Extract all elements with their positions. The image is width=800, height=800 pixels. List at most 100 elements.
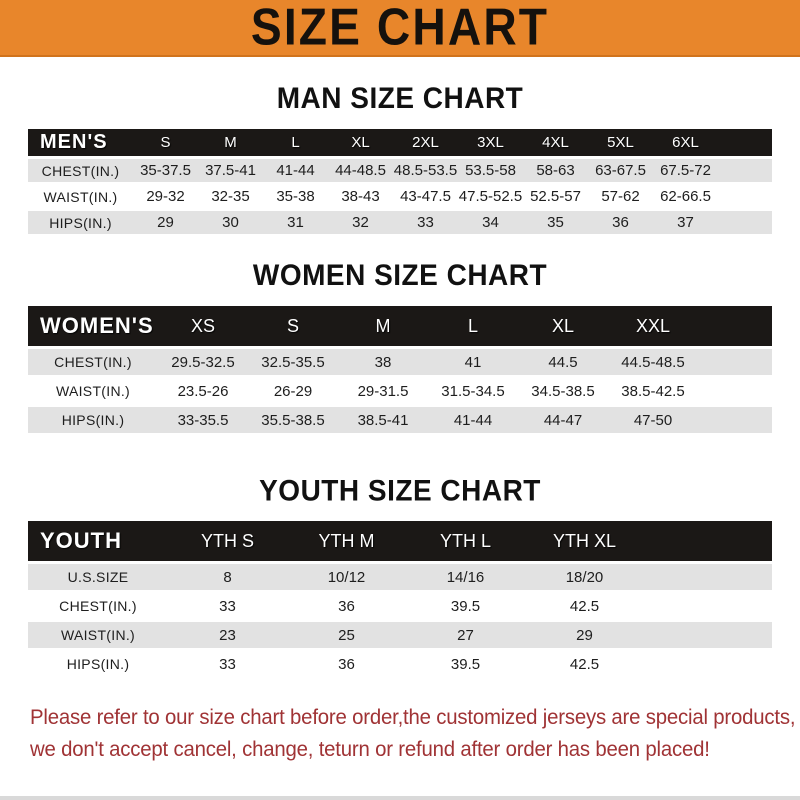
womens-size-table: WOMEN'S XS S M L XL XXL CHEST(IN.) 29.5-32.5 32.5… [28,303,772,436]
measurement-cell: 38.5-42.5 [608,378,698,404]
measurement-cell: 32-35 [198,185,263,208]
table-row: CHEST(IN.) 33 36 39.5 42.5 [28,593,772,619]
measurement-cell: 29-31.5 [338,378,428,404]
measurement-cell: 37 [653,211,718,234]
table-header-row: YOUTH YTH S YTH M YTH L YTH XL [28,521,772,561]
measurement-cell: 29-32 [133,185,198,208]
measurement-cell: 25 [287,622,406,648]
table-corner-header: MEN'S [28,129,133,156]
row-label: CHEST(IN.) [28,159,133,182]
measurement-cell: 41 [428,349,518,375]
row-spacer [698,378,772,404]
measurement-cell: 27 [406,622,525,648]
row-spacer [718,159,772,182]
section-heading-youth: YOUTH SIZE CHART [259,474,541,507]
row-label: HIPS(IN.) [28,651,168,677]
section-heading-man: MAN SIZE CHART [276,81,524,115]
measurement-cell: 62-66.5 [653,185,718,208]
measurement-cell: 33 [168,651,287,677]
measurement-cell: 42.5 [525,651,644,677]
measurement-cell: 44-47 [518,407,608,433]
section-youth: YOUTH SIZE CHART YOUTH YTH S YTH M YTH L YTH… [0,436,800,680]
measurement-cell: 10/12 [287,564,406,590]
size-column-header: 3XL [458,129,523,156]
section-heading-women: WOMEN SIZE CHART [252,258,548,292]
row-label: WAIST(IN.) [28,185,133,208]
size-column-header: S [133,129,198,156]
row-label: HIPS(IN.) [28,407,158,433]
measurement-cell: 32 [328,211,393,234]
bottom-divider [0,796,800,800]
measurement-cell: 44.5 [518,349,608,375]
measurement-cell: 29 [525,622,644,648]
measurement-cell: 23 [168,622,287,648]
measurement-cell: 47.5-52.5 [458,185,523,208]
row-spacer [644,622,772,648]
measurement-cell: 33-35.5 [158,407,248,433]
row-spacer [718,185,772,208]
measurement-cell: 33 [393,211,458,234]
measurement-cell: 42.5 [525,593,644,619]
measurement-cell: 36 [287,651,406,677]
size-column-header: XS [158,306,248,346]
measurement-cell: 8 [168,564,287,590]
youth-size-table: YOUTH YTH S YTH M YTH L YTH XL U.S.SIZE 8 10/12… [28,518,772,680]
footer-notice: Please refer to our size chart before or… [30,702,800,766]
measurement-cell: 29 [133,211,198,234]
measurement-cell: 39.5 [406,651,525,677]
measurement-cell: 34.5-38.5 [518,378,608,404]
page-title: SIZE CHART [250,0,550,56]
measurement-cell: 26-29 [248,378,338,404]
table-header-row: MEN'S S M L XL 2XL 3XL 4XL 5XL 6XL [28,129,772,156]
table-row: CHEST(IN.) 29.5-32.5 32.5-35.5 38 41 44.5 44.5… [28,349,772,375]
size-column-header: YTH XL [525,521,644,561]
measurement-cell: 43-47.5 [393,185,458,208]
row-label: HIPS(IN.) [28,211,133,234]
header-spacer [698,306,772,346]
size-column-header: M [198,129,263,156]
measurement-cell: 53.5-58 [458,159,523,182]
row-spacer [698,407,772,433]
header-spacer [718,129,772,156]
measurement-cell: 36 [287,593,406,619]
measurement-cell: 35-37.5 [133,159,198,182]
measurement-cell: 29.5-32.5 [158,349,248,375]
row-spacer [698,349,772,375]
table-row: HIPS(IN.) 33-35.5 35.5-38.5 38.5-41 41-44 44-… [28,407,772,433]
size-column-header: YTH L [406,521,525,561]
size-column-header: 2XL [393,129,458,156]
measurement-cell: 63-67.5 [588,159,653,182]
measurement-cell: 31.5-34.5 [428,378,518,404]
row-label: CHEST(IN.) [28,349,158,375]
measurement-cell: 48.5-53.5 [393,159,458,182]
table-row: HIPS(IN.) 29 30 31 32 33 34 35 36 37 [28,211,772,234]
size-column-header: L [263,129,328,156]
table-row: CHEST(IN.) 35-37.5 37.5-41 41-44 44-48.5 48.5… [28,159,772,182]
size-column-header: L [428,306,518,346]
section-man: MAN SIZE CHART MEN'S S M L XL 2XL 3XL 4XL 5XL 6XL… [0,57,800,237]
measurement-cell: 31 [263,211,328,234]
measurement-cell: 37.5-41 [198,159,263,182]
measurement-cell: 23.5-26 [158,378,248,404]
row-label: WAIST(IN.) [28,622,168,648]
measurement-cell: 35.5-38.5 [248,407,338,433]
table-row: WAIST(IN.) 23.5-26 26-29 29-31.5 31.5-34.5 34… [28,378,772,404]
measurement-cell: 32.5-35.5 [248,349,338,375]
table-row: HIPS(IN.) 33 36 39.5 42.5 [28,651,772,677]
measurement-cell: 38-43 [328,185,393,208]
measurement-cell: 18/20 [525,564,644,590]
size-column-header: XXL [608,306,698,346]
notice-line-2: we don't accept cancel, change, teturn o… [30,738,710,761]
measurement-cell: 39.5 [406,593,525,619]
measurement-cell: 36 [588,211,653,234]
size-column-header: XL [518,306,608,346]
size-column-header: 4XL [523,129,588,156]
measurement-cell: 44-48.5 [328,159,393,182]
measurement-cell: 35 [523,211,588,234]
section-women: WOMEN SIZE CHART WOMEN'S XS S M L XL XXL CHEST(… [0,237,800,436]
measurement-cell: 30 [198,211,263,234]
size-column-header: 6XL [653,129,718,156]
table-row: WAIST(IN.) 29-32 32-35 35-38 38-43 43-47.5 47.… [28,185,772,208]
measurement-cell: 14/16 [406,564,525,590]
